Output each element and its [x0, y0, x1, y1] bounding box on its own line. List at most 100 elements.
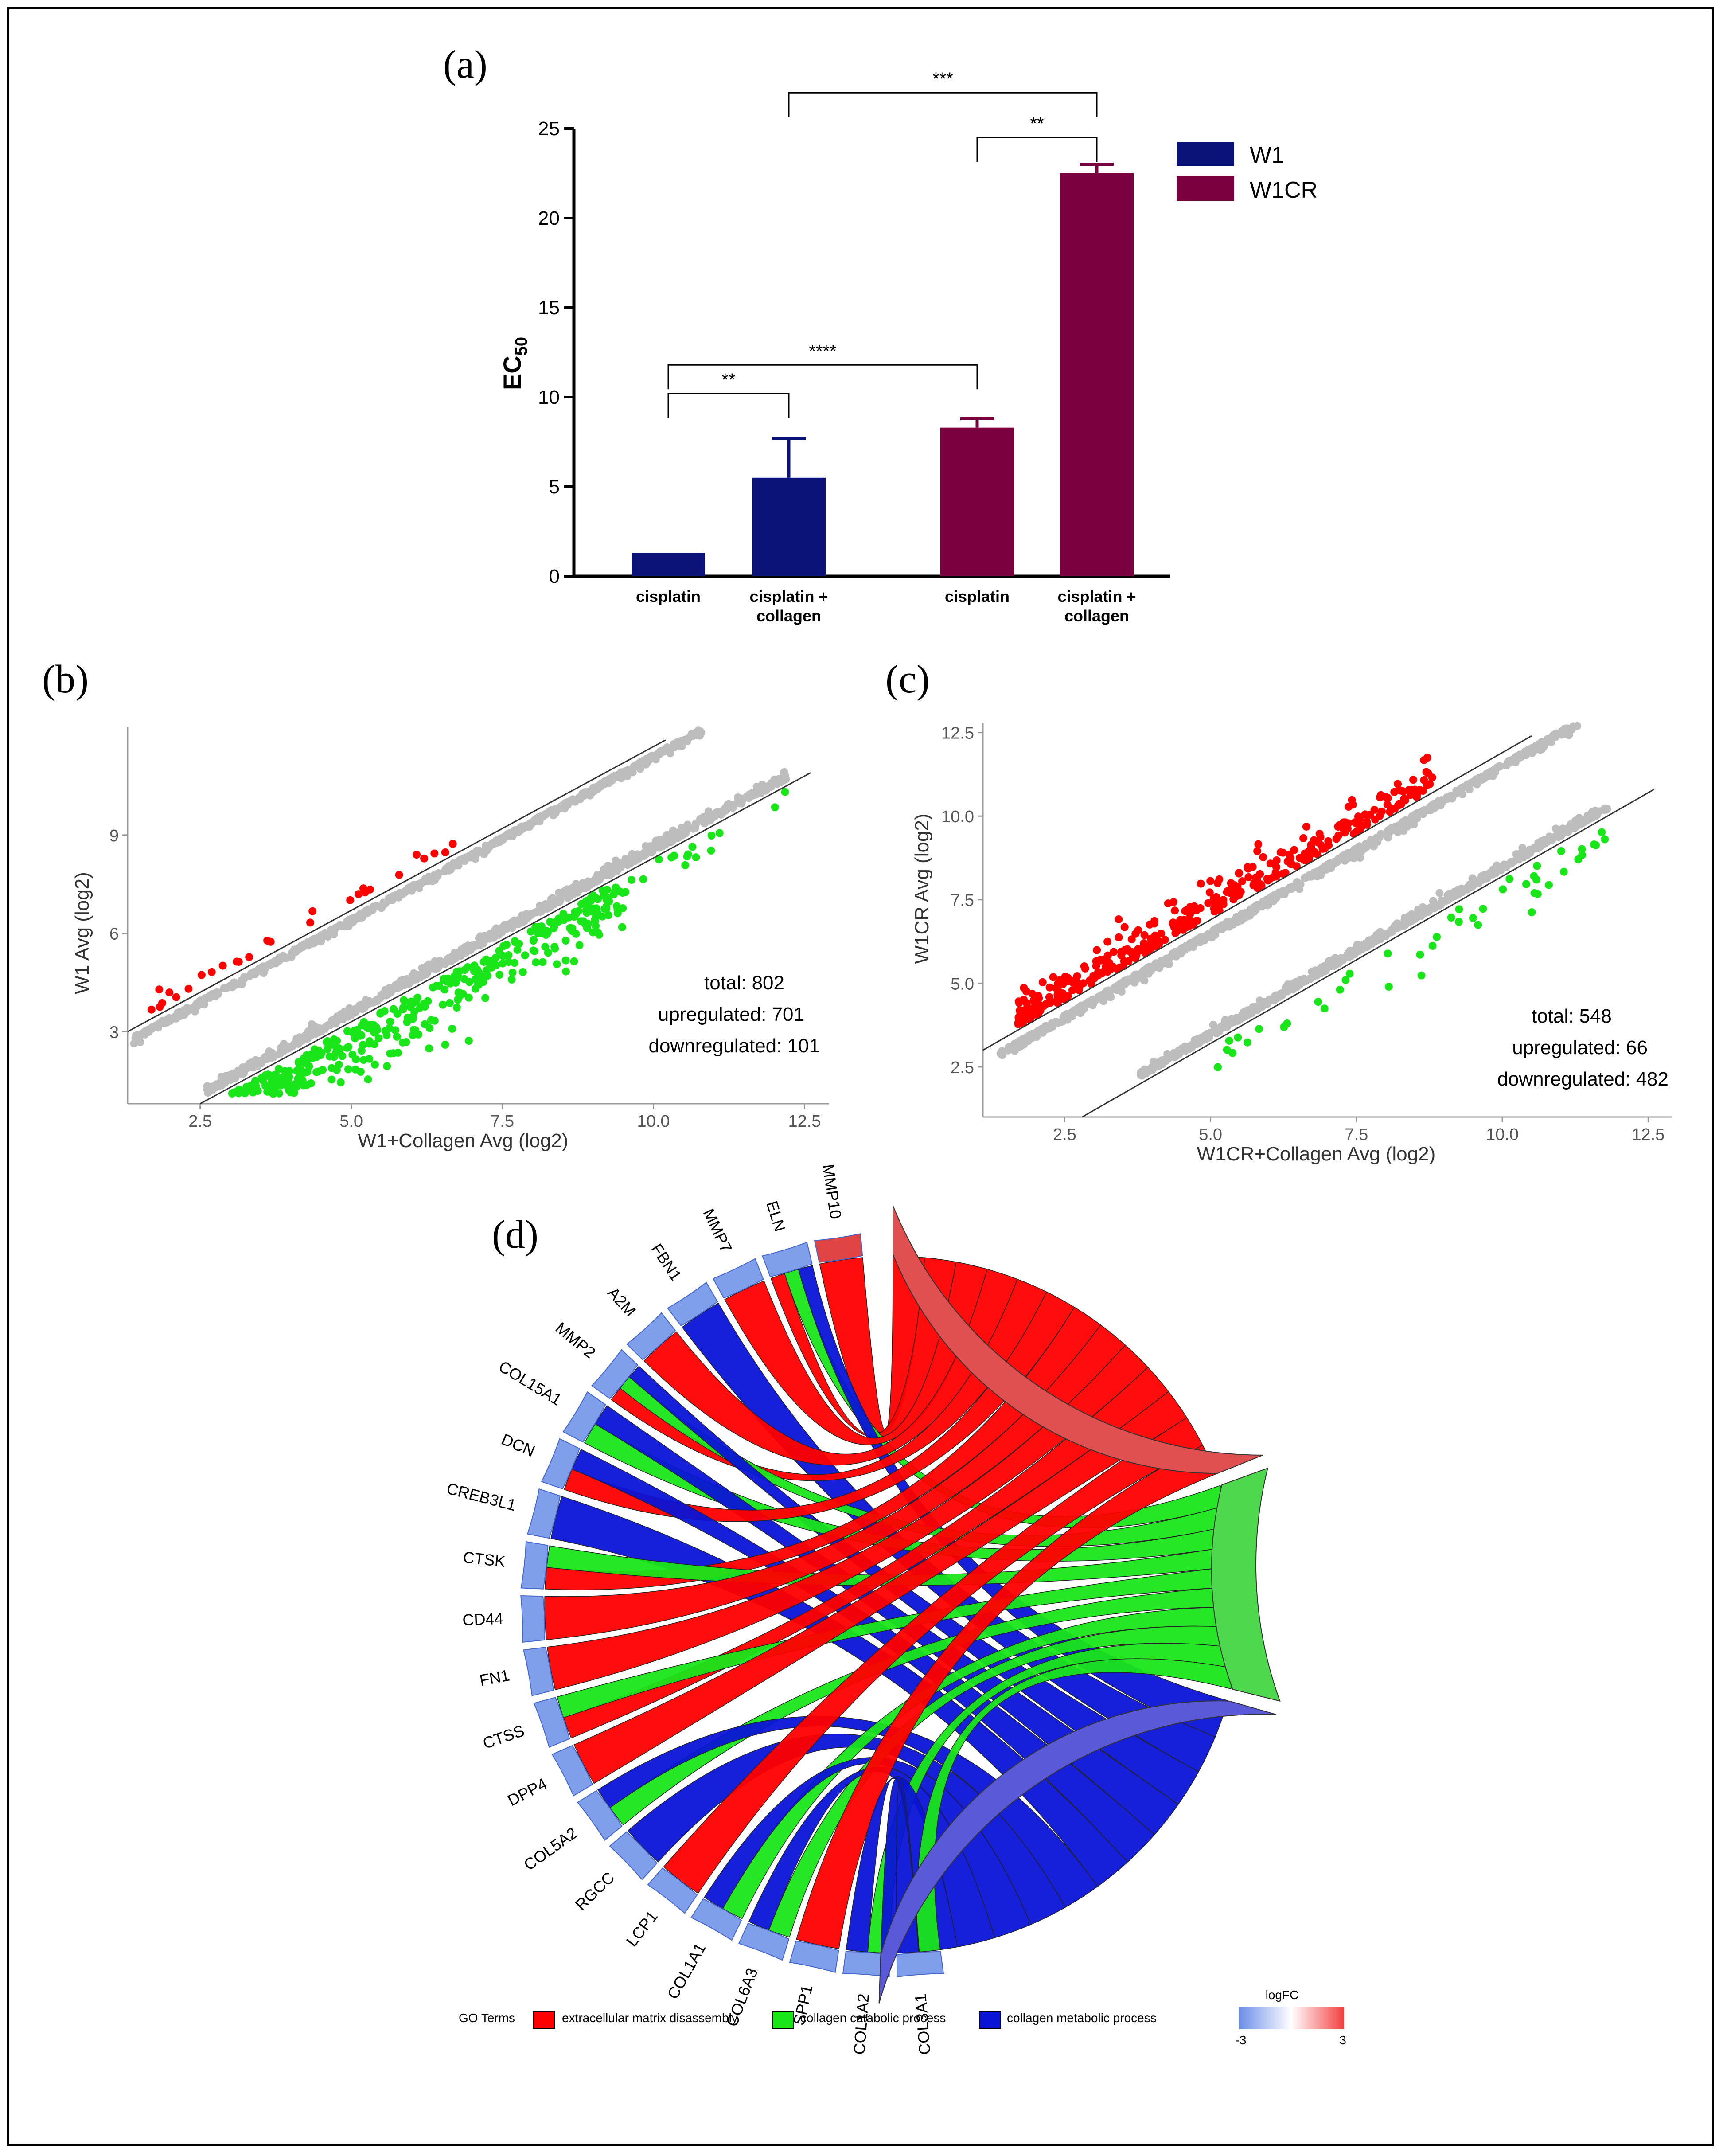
scatter-point: [1271, 994, 1280, 1002]
scatter-point: [1411, 914, 1420, 922]
scatter-point: [1053, 991, 1062, 999]
scatter-point: [510, 826, 518, 835]
scatter-point: [1428, 773, 1436, 782]
gene-arc-mmp2: [591, 1349, 639, 1399]
scatter-point: [636, 762, 644, 770]
gene-arc-ctsk: [520, 1541, 549, 1590]
bar-w1cr-3: [1060, 173, 1134, 576]
scatter-point: [172, 993, 180, 1001]
bar-category-label: collagen: [1064, 607, 1129, 625]
scatter-point: [1315, 829, 1324, 838]
scatter-point: [1080, 962, 1088, 971]
scatter-point: [1388, 927, 1396, 936]
scatter-point: [422, 969, 431, 977]
scatter-point: [1533, 862, 1541, 870]
scatter-point: [353, 1005, 362, 1014]
scatter-point: [574, 907, 583, 915]
scatter-x-tick-label: 12.5: [1632, 1125, 1665, 1144]
scatter-point: [349, 914, 357, 922]
scatter-c-up: upregulated: 66: [1512, 1037, 1648, 1058]
scatter-point: [283, 1082, 291, 1090]
scatter-point: [1351, 846, 1360, 855]
scatter-point: [1298, 976, 1307, 984]
scatter-point: [495, 929, 503, 937]
scatter-point: [395, 889, 404, 897]
sig-bracket-1: [667, 364, 978, 390]
scatter-point: [1367, 836, 1375, 844]
scatter-point: [1271, 894, 1280, 902]
scatter-point: [1226, 889, 1234, 897]
scatter-point: [1262, 998, 1270, 1006]
scatter-point: [1040, 1027, 1048, 1035]
scatter-point: [1296, 880, 1304, 888]
panel-label-b: (b): [42, 657, 89, 701]
scatter-point: [666, 833, 674, 842]
scatter-point: [1075, 986, 1083, 994]
scatter-point: [376, 1009, 385, 1017]
scatter-point: [1386, 808, 1394, 816]
scatter-x-tick-label: 10.0: [637, 1112, 670, 1131]
scatter-point: [238, 1070, 246, 1078]
scatter-point: [1324, 837, 1333, 845]
sig-label-0: **: [721, 370, 735, 390]
scatter-point: [544, 949, 552, 957]
scatter-point: [561, 956, 570, 965]
scatter-point: [1559, 867, 1568, 876]
scatter-threshold-line-0: [127, 739, 666, 1032]
scatter-point: [1281, 869, 1290, 877]
scatter-point: [1033, 995, 1042, 1004]
scatter-point: [319, 1066, 327, 1074]
scatter-point: [1342, 852, 1350, 861]
scatter-point: [1459, 783, 1467, 792]
scatter-point: [398, 1038, 407, 1047]
scatter-point: [1540, 836, 1549, 844]
scatter-point: [1235, 869, 1243, 877]
scatter-point: [444, 865, 452, 874]
scatter-point: [1528, 908, 1536, 917]
scatter-point: [771, 803, 779, 812]
scatter-point: [1038, 978, 1047, 986]
scatter-point: [228, 983, 237, 992]
scatter-point: [562, 967, 570, 976]
scatter-point: [250, 969, 259, 977]
gene-arc-mmp7: [712, 1258, 764, 1299]
scatter-point: [618, 923, 626, 931]
scatter-point: [1376, 791, 1385, 799]
scatter-point: [1571, 817, 1580, 826]
scatter-point: [401, 997, 409, 1006]
scatter-point: [1310, 836, 1318, 844]
scatter-point: [464, 1037, 473, 1045]
scatter-point: [1583, 811, 1592, 820]
scatter-point: [1380, 930, 1389, 937]
sig-label-3: ***: [932, 69, 953, 89]
scatter-point: [368, 1020, 376, 1029]
scatter-point: [1052, 1018, 1060, 1027]
scatter-threshold-line-1: [199, 772, 811, 1105]
scatter-point: [1074, 1004, 1082, 1012]
scatter-point: [303, 1057, 311, 1065]
chord-ribbon-18: [547, 1344, 1149, 1691]
scatter-point: [1171, 906, 1179, 915]
scatter-point: [1115, 933, 1123, 941]
scatter-b-xlabel: W1+Collagen Avg (log2): [358, 1130, 569, 1152]
scatter-point: [1234, 1033, 1242, 1042]
significance-brackets: ***********: [667, 69, 1098, 418]
scatter-point: [1239, 1013, 1247, 1021]
scatter-point: [1383, 801, 1392, 809]
scatter-point: [1431, 800, 1439, 808]
scatter-point: [534, 929, 542, 937]
scatter-x-tick-label: 12.5: [788, 1112, 821, 1131]
scatter-point: [304, 1035, 312, 1043]
scatter-point: [1113, 965, 1122, 973]
scatter-point: [571, 888, 580, 896]
scatter-point: [1470, 777, 1479, 785]
scatter-point: [413, 993, 422, 1002]
sig-bracket-3: [788, 92, 1098, 117]
chord-ribbon-24: [627, 1734, 1066, 1925]
term-arc-0: [893, 1205, 1263, 1474]
scatter-point: [1494, 864, 1502, 872]
scatter-point: [440, 985, 449, 994]
scatter-point: [456, 989, 464, 997]
